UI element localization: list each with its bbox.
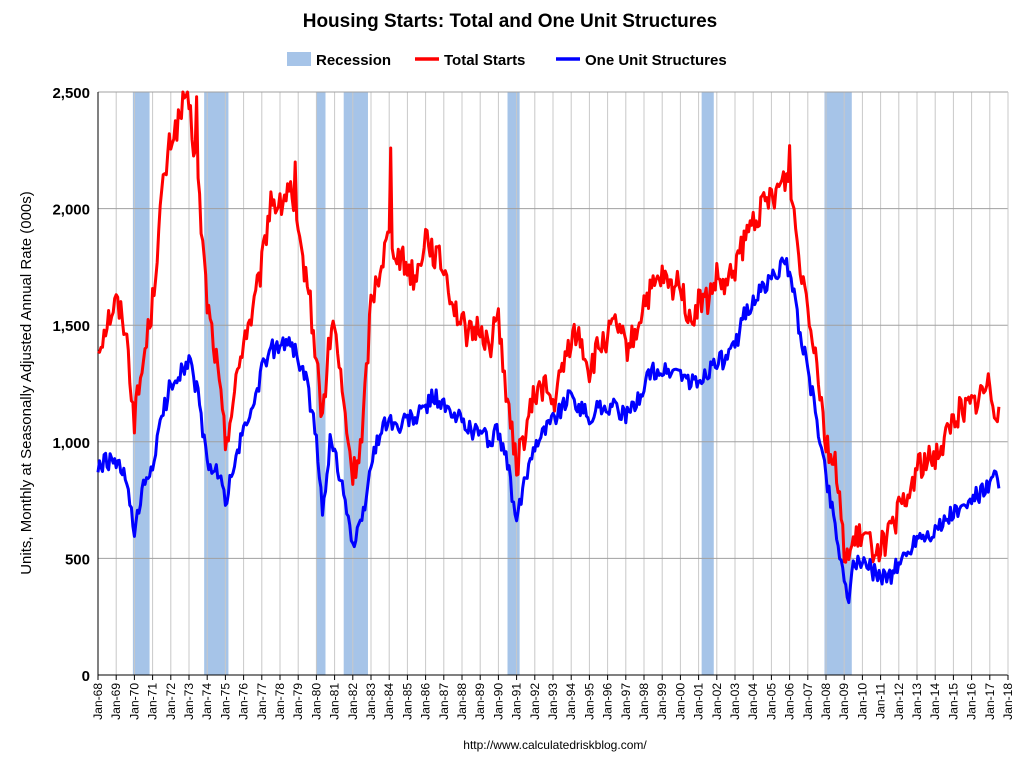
x-tick-label: Jan-12 — [892, 683, 906, 720]
x-tick-label: Jan-08 — [819, 683, 833, 720]
x-tick-label: Jan-78 — [273, 683, 287, 720]
axes: 0 500 1,000 1,500 2,000 2,500 Jan-68 Jan-69 Jan-… — [52, 85, 1015, 720]
y-tick-label: 0 — [82, 668, 90, 685]
y-tick-label: 500 — [65, 551, 90, 568]
x-tick-label: Jan-91 — [510, 683, 524, 720]
x-tick-label: Jan-72 — [164, 683, 178, 720]
series — [96, 90, 1001, 605]
x-tick-label: Jan-87 — [437, 683, 451, 720]
x-tick-label: Jan-97 — [619, 683, 633, 720]
y-tick-label: 2,500 — [52, 85, 90, 102]
x-tick-label: Jan-11 — [874, 683, 888, 719]
legend-label: One Unit Structures — [585, 52, 727, 69]
x-tick-label: Jan-85 — [400, 683, 414, 720]
x-tick-label: Jan-68 — [91, 683, 105, 720]
y-tick-label: 1,500 — [52, 318, 90, 335]
x-tick-label: Jan-76 — [237, 683, 251, 720]
x-tick-label: Jan-06 — [783, 683, 797, 720]
x-tick-label: Jan-81 — [328, 683, 342, 720]
x-tick-label: Jan-07 — [801, 683, 815, 720]
x-tick-label: Jan-86 — [419, 683, 433, 720]
x-tick-label: Jan-03 — [728, 683, 742, 720]
x-tick-label: Jan-84 — [382, 683, 396, 720]
x-tick-label: Jan-05 — [764, 683, 778, 720]
x-tick-label: Jan-10 — [855, 683, 869, 720]
x-tick-label: Jan-69 — [109, 683, 123, 720]
y-tick-label: 2,000 — [52, 202, 90, 219]
legend-label: Total Starts — [444, 52, 525, 69]
x-tick-label: Jan-83 — [364, 683, 378, 720]
x-tick-label: Jan-15 — [946, 683, 960, 720]
x-tick-label: Jan-94 — [564, 683, 578, 720]
x-tick-label: Jan-80 — [309, 683, 323, 720]
x-tick-label: Jan-02 — [710, 683, 724, 720]
x-tick-label: Jan-82 — [346, 683, 360, 720]
recession-band — [507, 92, 520, 675]
x-tick-label: Jan-99 — [655, 683, 669, 720]
x-tick-label: Jan-89 — [473, 683, 487, 720]
x-tick-label: Jan-17 — [983, 683, 997, 720]
series-line-total-starts — [97, 90, 1001, 564]
x-tick-label: Jan-70 — [127, 683, 141, 720]
x-tick-label: Jan-90 — [491, 683, 505, 720]
x-tick-label: Jan-88 — [455, 683, 469, 720]
x-tick-label: Jan-92 — [528, 683, 542, 720]
legend-label: Recession — [316, 52, 391, 69]
y-axis-label: Units, Monthly at Seasonally Adjusted An… — [18, 191, 35, 575]
x-tick-label: Jan-16 — [965, 683, 979, 720]
recession-band — [824, 92, 852, 675]
legend: Recession Total Starts One Unit Structures — [287, 52, 727, 69]
recession-band — [204, 92, 229, 675]
x-tick-label: Jan-13 — [910, 683, 924, 720]
x-tick-label: Jan-18 — [1001, 683, 1015, 720]
source-url: http://www.calculatedriskblog.com/ — [463, 738, 647, 752]
recession-band — [316, 92, 326, 675]
x-tick-label: Jan-74 — [200, 683, 214, 720]
x-tick-label: Jan-04 — [746, 683, 760, 720]
chart-title: Housing Starts: Total and One Unit Struc… — [303, 11, 718, 32]
x-tick-label: Jan-00 — [673, 683, 687, 720]
x-tick-label: Jan-73 — [182, 683, 196, 720]
y-tick-label: 1,000 — [52, 435, 90, 452]
x-tick-label: Jan-95 — [582, 683, 596, 720]
x-tick-label: Jan-01 — [692, 683, 706, 720]
x-tick-label: Jan-98 — [637, 683, 651, 720]
recession-band — [701, 92, 714, 675]
series-line-one-unit-structures — [96, 256, 1001, 605]
x-tick-label: Jan-93 — [546, 683, 560, 720]
x-tick-label: Jan-75 — [218, 683, 232, 720]
x-tick-label: Jan-77 — [255, 683, 269, 720]
legend-swatch-recession — [287, 52, 311, 66]
x-tick-label: Jan-09 — [837, 683, 851, 720]
x-tick-label: Jan-14 — [928, 683, 942, 720]
recession-bands — [132, 92, 852, 675]
x-tick-label: Jan-71 — [146, 683, 160, 720]
x-tick-label: Jan-96 — [601, 683, 615, 720]
x-tick-label: Jan-79 — [291, 683, 305, 720]
